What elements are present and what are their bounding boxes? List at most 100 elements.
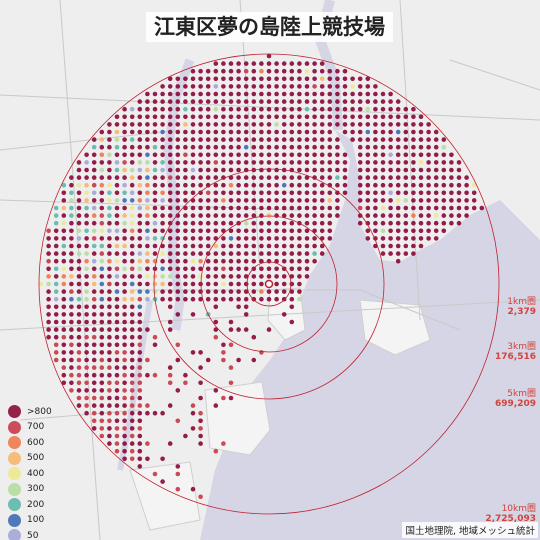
population-dot — [61, 182, 67, 188]
population-dot — [380, 152, 386, 158]
population-dot — [380, 160, 386, 165]
population-dot — [380, 213, 386, 218]
population-dot — [107, 372, 112, 378]
population-dot — [426, 144, 431, 150]
population-dot — [152, 160, 158, 165]
population-dot — [312, 106, 317, 112]
population-dot — [266, 182, 272, 188]
population-dot — [152, 251, 158, 256]
population-dot — [129, 198, 135, 203]
legend-item: 200 — [8, 497, 52, 513]
population-dot — [160, 251, 165, 256]
population-dot — [395, 106, 401, 112]
population-dot — [365, 129, 371, 135]
population-dot — [122, 357, 127, 363]
population-dot — [53, 304, 59, 310]
population-dot — [319, 251, 325, 256]
population-dot — [251, 228, 257, 234]
population-dot — [183, 144, 188, 150]
population-dot — [319, 91, 325, 97]
population-dot — [91, 342, 97, 348]
population-dot — [304, 137, 310, 142]
population-dot — [228, 152, 234, 158]
population-dot — [129, 350, 135, 355]
population-dot — [236, 175, 241, 180]
population-dot — [304, 76, 310, 82]
population-dot — [433, 213, 439, 218]
population-dot — [91, 220, 97, 226]
population-dot — [327, 175, 333, 180]
population-dot — [289, 190, 295, 196]
population-dot — [433, 228, 439, 234]
population-dot — [243, 99, 249, 104]
population-dot — [152, 289, 158, 294]
population-dot — [312, 251, 317, 256]
population-dot — [114, 410, 120, 416]
population-dot — [167, 228, 173, 234]
venue-marker[interactable] — [264, 279, 274, 289]
population-dot — [122, 122, 127, 127]
population-dot — [175, 296, 181, 302]
population-dot — [403, 220, 409, 226]
population-dot — [99, 342, 105, 348]
population-dot — [228, 319, 234, 325]
population-dot — [327, 213, 333, 218]
population-dot — [76, 182, 82, 188]
population-dot — [281, 137, 287, 142]
reclaimed-island — [359, 299, 431, 356]
population-dot — [304, 198, 310, 203]
population-dot — [107, 433, 112, 439]
population-dot — [251, 152, 257, 158]
population-dot — [137, 403, 143, 408]
population-dot — [107, 327, 112, 332]
legend-swatch — [8, 467, 21, 481]
population-dot — [167, 380, 173, 386]
population-dot — [228, 228, 234, 234]
population-dot — [418, 182, 424, 188]
population-dot — [175, 99, 181, 104]
population-dot — [145, 289, 150, 294]
population-dot — [243, 296, 249, 302]
population-dot — [289, 129, 295, 135]
population-dot — [69, 304, 74, 310]
population-dot — [122, 304, 127, 310]
population-dot — [91, 350, 97, 355]
population-dot — [213, 91, 219, 97]
population-dot — [297, 182, 302, 188]
population-dot — [198, 76, 203, 82]
population-dot — [152, 137, 158, 142]
population-dot — [243, 266, 249, 272]
population-dot — [107, 350, 112, 355]
population-dot — [91, 190, 97, 196]
population-dot — [411, 167, 416, 173]
population-dot — [167, 296, 173, 302]
population-dot — [433, 129, 439, 135]
population-dot — [289, 137, 295, 142]
population-dot — [251, 220, 257, 226]
population-dot — [99, 228, 105, 234]
population-dot — [145, 114, 150, 120]
population-dot — [137, 251, 143, 256]
population-dot — [289, 144, 295, 150]
population-dot — [183, 190, 188, 196]
population-dot — [297, 68, 302, 74]
population-dot — [213, 266, 219, 272]
population-dot — [84, 190, 89, 196]
population-dot — [335, 152, 340, 158]
population-dot — [266, 243, 272, 249]
population-dot — [373, 152, 378, 158]
population-dot — [251, 289, 257, 294]
population-dot — [357, 198, 363, 203]
population-dot — [243, 274, 249, 279]
population-dot — [46, 296, 51, 302]
population-dot — [373, 122, 378, 127]
population-dot — [167, 289, 173, 294]
population-dot — [357, 122, 363, 127]
population-dot — [69, 190, 74, 196]
population-dot — [107, 236, 112, 241]
population-dot — [145, 228, 150, 234]
population-dot — [114, 433, 120, 439]
population-dot — [99, 220, 105, 226]
population-dot — [167, 403, 173, 408]
